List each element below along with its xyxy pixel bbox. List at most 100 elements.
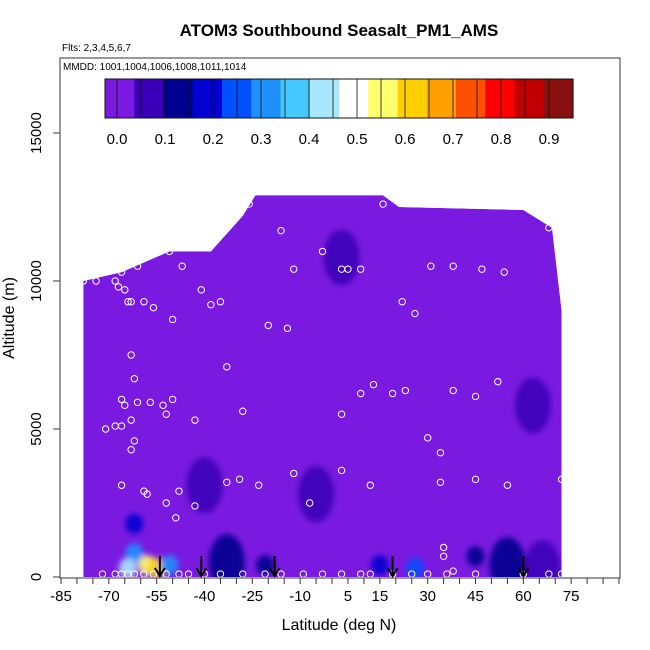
colorbar-segment bbox=[163, 79, 194, 118]
sample-point bbox=[127, 298, 135, 306]
x-tick-label: 30 bbox=[419, 588, 436, 605]
arrow-head bbox=[386, 567, 399, 578]
field-features bbox=[118, 229, 561, 577]
x-tick-label: -10 bbox=[289, 588, 311, 605]
field-feature bbox=[118, 558, 137, 577]
sample-point bbox=[344, 265, 352, 273]
heatmap-field bbox=[83, 195, 562, 577]
x-tick-label: -70 bbox=[98, 588, 120, 605]
sample-point bbox=[124, 298, 132, 306]
sample-point bbox=[143, 490, 151, 498]
dates-subtitle: MMDD: 1001,1004,1006,1008,1011,1014 bbox=[63, 62, 247, 73]
sample-point bbox=[133, 398, 142, 407]
sample-point bbox=[162, 410, 170, 418]
sample-point bbox=[306, 499, 314, 507]
sample-point bbox=[216, 570, 225, 578]
sample-point bbox=[443, 570, 451, 578]
colorbar-segment bbox=[280, 79, 311, 118]
colorbar-segment bbox=[251, 79, 282, 118]
field-feature bbox=[323, 229, 360, 286]
sample-point bbox=[299, 570, 308, 578]
field-feature bbox=[370, 555, 389, 576]
y-tick-label: 5000 bbox=[28, 412, 45, 445]
sample-points bbox=[79, 200, 566, 578]
sample-point bbox=[427, 262, 435, 270]
sample-point bbox=[557, 475, 566, 484]
field-feature bbox=[208, 534, 245, 577]
colorbar-segment bbox=[339, 79, 369, 118]
sample-point bbox=[140, 570, 148, 578]
sample-point bbox=[239, 570, 247, 578]
field-feature bbox=[489, 537, 526, 577]
sample-point bbox=[184, 570, 193, 578]
sample-point bbox=[98, 570, 107, 578]
sample-point bbox=[130, 570, 139, 578]
x-tick-label: 60 bbox=[515, 588, 532, 605]
sample-point bbox=[318, 247, 327, 256]
sample-point bbox=[223, 363, 231, 371]
y-axis: 0 5000 10000 15000 bbox=[28, 112, 61, 581]
sample-point bbox=[408, 570, 416, 578]
sample-point bbox=[290, 469, 298, 478]
down-arrow bbox=[153, 556, 166, 578]
sample-point bbox=[92, 277, 100, 285]
sample-point bbox=[366, 481, 374, 489]
x-tick-label: -85 bbox=[50, 588, 72, 605]
sample-point bbox=[146, 398, 154, 407]
sample-point bbox=[439, 543, 448, 552]
sample-point bbox=[121, 286, 129, 294]
sample-point bbox=[557, 570, 566, 578]
chart-title: ATOM3 Southbound Seasalt_PM1_AMS bbox=[180, 21, 499, 40]
colorbar-segment bbox=[192, 79, 223, 118]
arrow-head bbox=[195, 567, 208, 578]
sample-point bbox=[197, 286, 205, 294]
sample-point bbox=[117, 481, 126, 489]
sample-point bbox=[101, 425, 110, 433]
sample-point bbox=[423, 434, 432, 442]
down-arrow bbox=[268, 556, 281, 578]
sample-point bbox=[545, 570, 553, 578]
sample-point bbox=[159, 401, 167, 410]
sample-point bbox=[127, 446, 135, 454]
colorbar-tick-label: 0.1 bbox=[155, 131, 176, 148]
sample-point bbox=[357, 570, 365, 578]
field-feature bbox=[466, 546, 485, 567]
sample-point bbox=[130, 437, 139, 445]
sample-point bbox=[254, 481, 263, 489]
sample-point bbox=[261, 570, 269, 578]
sample-point bbox=[149, 570, 158, 578]
sample-point bbox=[436, 478, 445, 486]
x-axis: -85 -70 -55 -40 -25 -10 5 15 30 45 60 75 bbox=[50, 578, 620, 605]
sample-point bbox=[277, 226, 285, 235]
sample-point bbox=[357, 265, 365, 273]
sample-point bbox=[111, 277, 119, 285]
colorbar-tick-label: 0.4 bbox=[299, 131, 320, 148]
sample-point bbox=[175, 487, 183, 495]
sample-point bbox=[439, 552, 448, 560]
field-feature bbox=[125, 513, 144, 534]
sample-point bbox=[471, 475, 480, 484]
sample-point bbox=[207, 300, 215, 309]
field-feature bbox=[514, 377, 551, 434]
colorbar-segment bbox=[309, 79, 340, 118]
sample-point bbox=[130, 374, 139, 383]
sample-point bbox=[290, 265, 298, 273]
sample-point bbox=[357, 389, 365, 398]
colorbar-segment bbox=[368, 79, 399, 118]
sample-point bbox=[423, 570, 432, 578]
sample-point bbox=[318, 570, 327, 578]
sample-point bbox=[388, 389, 397, 398]
x-axis-label: Latitude (deg N) bbox=[282, 617, 397, 634]
sample-point bbox=[398, 298, 406, 306]
x-tick-label: 15 bbox=[372, 588, 389, 605]
arrow-head bbox=[153, 567, 166, 578]
sample-point bbox=[235, 475, 244, 484]
sample-point bbox=[117, 395, 126, 404]
colorbar-tick-label: 0.6 bbox=[395, 131, 416, 148]
sample-point bbox=[140, 298, 148, 306]
y-tick-label: 0 bbox=[28, 573, 45, 581]
colorbar-segment bbox=[134, 79, 165, 118]
sample-point bbox=[239, 407, 247, 415]
sample-point bbox=[264, 321, 272, 330]
